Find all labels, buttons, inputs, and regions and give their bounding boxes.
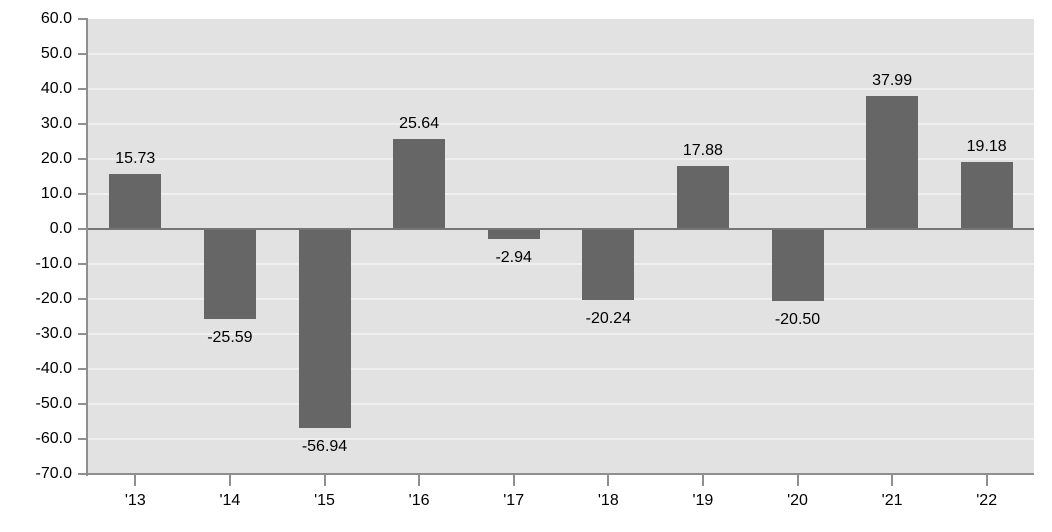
bar-22 [960,161,1013,229]
y-axis-tick [78,263,88,265]
x-axis-line [88,473,1034,475]
gridline [88,263,1034,265]
gridline [88,53,1034,55]
y-axis-tick-label: 40.0 [40,80,72,97]
x-axis-tick [891,475,894,486]
bar-value-label: 19.18 [966,137,1007,155]
x-axis-tick-label: '14 [219,492,241,509]
gridline [88,333,1034,335]
gridline [88,123,1034,125]
y-axis-tick-label: -50.0 [35,395,72,412]
y-axis-line [86,19,88,476]
y-axis-tick-label: 30.0 [40,115,72,132]
y-axis-tick-label: -40.0 [35,360,72,377]
bar-value-label: -20.24 [585,309,631,327]
bar-20 [771,229,824,301]
bar-13 [109,173,162,229]
y-axis-tick [78,473,88,475]
x-axis-tick-label: '18 [597,492,619,509]
x-axis-tick [701,475,704,486]
y-axis-tick-label: 0.0 [49,220,72,237]
y-axis-tick-label: 10.0 [40,185,72,202]
zero-baseline [88,228,1034,230]
y-axis-tick [78,333,88,335]
gridline [88,368,1034,370]
bar-value-label: -20.50 [774,310,821,328]
bar-15 [298,229,351,429]
gridline [88,88,1034,90]
bar-value-label: 15.73 [115,149,156,167]
x-axis-tick-label: '16 [408,492,430,509]
y-axis-tick [78,53,88,55]
bar-21 [866,96,919,229]
x-axis-tick [607,475,610,486]
y-axis-tick [78,123,88,125]
y-axis-tick [78,368,88,370]
y-axis-tick-label: 50.0 [40,45,72,62]
bar-value-label: -25.59 [207,328,253,346]
y-axis-tick [78,298,88,300]
y-axis-tick-label: -70.0 [35,465,72,482]
gridline [88,298,1034,300]
y-axis-tick-label: -20.0 [35,290,72,307]
x-axis-tick [418,475,421,486]
bar-14 [203,229,256,319]
y-axis-tick [78,438,88,440]
x-axis-tick-label: '19 [692,492,714,509]
bar-value-label: 17.88 [682,142,723,160]
y-axis-tick [78,403,88,405]
y-axis-tick [78,88,88,90]
gridline [88,438,1034,440]
y-axis-tick-label: 60.0 [40,10,72,27]
gridline [88,403,1034,405]
x-axis-tick [796,475,799,486]
x-axis-tick [985,475,988,486]
x-axis-tick [134,475,137,486]
bar-19 [676,166,729,229]
y-axis-tick [78,228,88,230]
y-axis-tick-label: -60.0 [35,430,72,447]
bar-value-label: 25.64 [399,115,440,133]
x-axis-tick [512,475,515,486]
bar-value-label: 37.99 [872,72,913,90]
gridline [88,158,1034,160]
x-axis-tick [228,475,231,486]
x-axis-tick-label: '22 [976,492,998,509]
y-axis-tick [78,158,88,160]
x-axis-tick-label: '13 [124,492,146,509]
bar-16 [393,139,446,229]
bar-18 [582,229,635,300]
y-axis-tick [78,193,88,195]
x-axis-tick [323,475,326,486]
y-axis-tick [78,18,88,20]
x-axis-tick-label: '15 [314,492,335,509]
x-axis-tick-label: '20 [787,492,808,509]
bar-value-label: -2.94 [495,249,532,267]
bar-17 [487,229,540,240]
y-axis-tick-label: -10.0 [35,255,72,272]
y-axis-tick-label: -30.0 [35,325,72,342]
x-axis-tick-label: '21 [881,492,903,509]
y-axis-tick-label: 20.0 [40,150,72,167]
x-axis-tick-label: '17 [503,492,525,509]
gridline [88,193,1034,195]
bar-value-label: -56.94 [301,438,348,456]
